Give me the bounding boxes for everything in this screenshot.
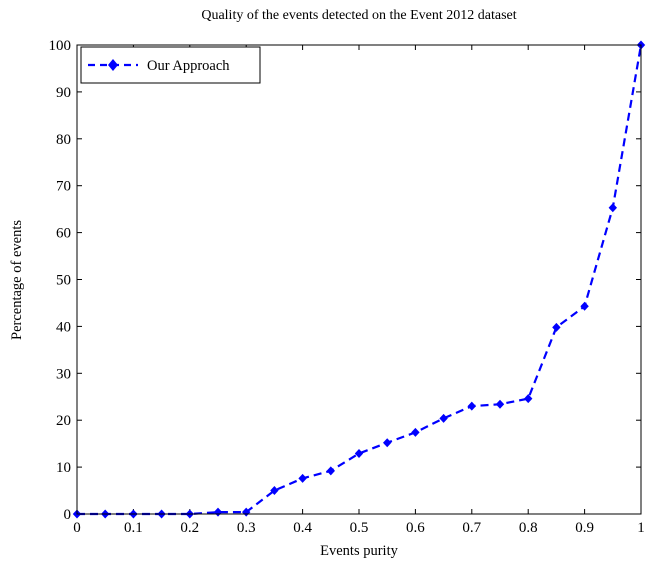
x-tick-label: 0.4 — [293, 520, 312, 536]
legend-marker — [108, 59, 118, 71]
data-point-marker — [326, 466, 335, 476]
y-tick-label: 10 — [56, 460, 71, 476]
y-tick-label: 90 — [56, 85, 71, 101]
x-tick-label: 0.5 — [350, 520, 369, 536]
data-point-marker — [439, 413, 448, 423]
x-tick-label: 0.8 — [519, 520, 538, 536]
data-point-marker — [270, 486, 279, 496]
x-tick-label: 0.3 — [237, 520, 256, 536]
y-tick-label: 40 — [56, 319, 71, 335]
y-tick-label: 80 — [56, 132, 71, 148]
x-tick-label: 0 — [73, 520, 81, 536]
data-point-marker — [524, 394, 533, 404]
legend-label-our-approach: Our Approach — [147, 58, 230, 74]
x-tick-label: 0.7 — [462, 520, 481, 536]
y-tick-label: 30 — [56, 366, 71, 382]
x-tick-label: 0.1 — [124, 520, 143, 536]
x-axis-label: Events purity — [320, 543, 398, 559]
data-point-marker — [213, 507, 223, 517]
x-tick-label: 0.9 — [575, 520, 594, 536]
y-tick-label: 60 — [56, 226, 71, 242]
data-point-marker — [354, 448, 364, 458]
data-point-marker — [298, 473, 307, 483]
series-line-our-approach — [77, 44, 643, 516]
data-point-marker — [552, 322, 561, 332]
x-axis-ticks: 0 0.1 0.2 0.3 0.4 0.5 0.6 0.7 0.8 0.9 1 — [73, 45, 645, 536]
data-point-marker — [411, 427, 420, 437]
legend: Our Approach — [80, 46, 261, 84]
y-axis-label: Percentage of events — [9, 220, 25, 340]
chart-title: Quality of the events detected on the Ev… — [201, 8, 516, 23]
x-tick-label: 0.2 — [180, 520, 199, 536]
data-point-marker — [608, 203, 617, 213]
data-point-marker — [383, 438, 392, 448]
x-tick-label: 0.6 — [406, 520, 425, 536]
data-point-marker — [580, 301, 589, 311]
y-axis-ticks: 0 10 20 30 40 50 60 70 80 90 100 — [49, 38, 641, 523]
data-point-marker — [467, 401, 476, 411]
y-tick-label: 100 — [49, 38, 72, 54]
y-tick-label: 20 — [56, 413, 71, 429]
series-layer — [72, 40, 646, 519]
x-tick-label: 1 — [637, 520, 645, 536]
y-tick-label: 50 — [56, 273, 71, 289]
data-point-marker — [495, 399, 505, 409]
y-tick-label: 0 — [64, 507, 72, 523]
plot-frame — [76, 44, 642, 515]
y-tick-label: 70 — [56, 179, 71, 195]
